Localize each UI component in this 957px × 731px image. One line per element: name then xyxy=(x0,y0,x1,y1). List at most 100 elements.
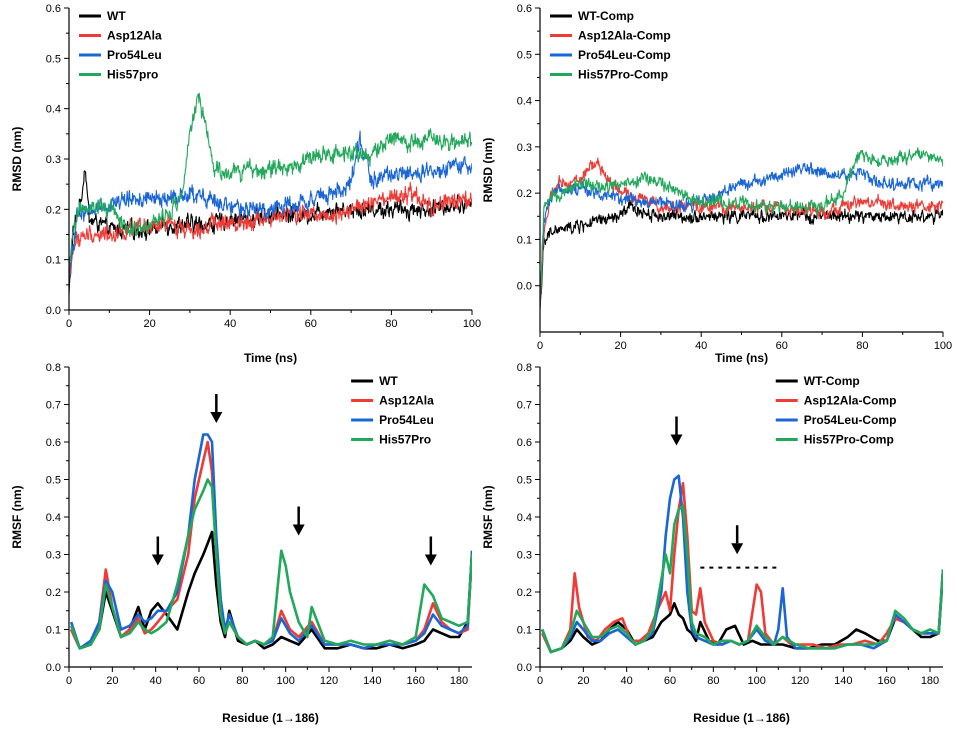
y-tick-label: 0.5 xyxy=(46,475,61,487)
y-tick-label: 0.7 xyxy=(46,400,61,412)
y-tick-label: 0.7 xyxy=(517,400,532,412)
legend-label: Asp12Ala-Comp xyxy=(578,29,671,43)
y-tick-label: 0.8 xyxy=(517,362,532,374)
x-tick-label: 60 xyxy=(776,340,788,352)
y-axis-title: RMSF (nm) xyxy=(481,485,495,548)
legend-label: Pro54Leu xyxy=(107,48,162,62)
series-group xyxy=(69,433,472,650)
series-group xyxy=(540,474,943,654)
x-tick-label: 160 xyxy=(406,675,424,687)
x-tick-label: 0 xyxy=(537,675,543,687)
x-tick-label: 20 xyxy=(106,675,118,687)
legend-label: WT-Comp xyxy=(804,374,860,388)
arrow-head xyxy=(210,412,223,423)
series-line-pro54leu xyxy=(69,433,472,650)
y-tick-label: 0.2 xyxy=(46,587,61,599)
y-tick-label: 0.6 xyxy=(46,437,61,449)
panel-rmsd-apo: 0 20 40 60 80 100 0.0 0.1 0.2 0.3 0.4 0.5 0.6 Time (n… xyxy=(10,3,481,365)
y-tick-label: 0.2 xyxy=(517,587,532,599)
x-axis-title: Residue (1→186) xyxy=(693,711,790,725)
x-tick-label: 60 xyxy=(193,675,205,687)
x-tick-label: 0 xyxy=(66,675,72,687)
x-tick-label: 0 xyxy=(66,318,72,330)
x-axis-title: Time (ns) xyxy=(715,351,768,365)
x-tick-label: 20 xyxy=(577,675,589,687)
x-tick-label: 40 xyxy=(150,675,162,687)
arrow-head xyxy=(731,543,744,555)
legend-label: WT xyxy=(107,9,126,23)
x-tick-label: 20 xyxy=(614,340,626,352)
y-axis-title: RMSD (nm) xyxy=(10,127,24,192)
panel-rmsf-apo: 0 20 40 60 80 100 120 140 160 180 0.0 0.1 0.2 0.3 0.4 0… xyxy=(10,362,472,725)
series-line-wt-comp xyxy=(540,199,943,310)
x-tick-label: 100 xyxy=(463,318,481,330)
series-line-pro54leu xyxy=(69,130,472,278)
panel-rmsd-comp: 0 20 40 60 80 100 0.0 0.1 0.2 0.3 0.4 0.5 0.6 Time (n… xyxy=(481,3,952,365)
x-tick-label: 40 xyxy=(224,318,236,330)
y-tick-label: 0.4 xyxy=(46,512,61,524)
y-tick-label: 0.6 xyxy=(46,3,61,15)
x-tick-label: 80 xyxy=(385,318,397,330)
legend-label: Pro54Leu xyxy=(379,413,434,427)
y-tick-label: 0.5 xyxy=(46,53,61,65)
y-tick-label: 0.3 xyxy=(517,550,532,562)
series-line-pro54leu-comp xyxy=(540,162,943,306)
x-tick-label: 120 xyxy=(320,675,338,687)
legend-label: Pro54Leu-Comp xyxy=(804,413,897,427)
legend-label: Asp12Ala-Comp xyxy=(804,394,897,408)
y-tick-label: 0.3 xyxy=(46,550,61,562)
y-tick-label: 0.3 xyxy=(517,142,532,154)
y-tick-label: 0.1 xyxy=(517,234,532,246)
series-line-his57pro xyxy=(69,478,472,650)
x-tick-label: 100 xyxy=(276,675,294,687)
x-tick-label: 60 xyxy=(664,675,676,687)
series-line-his57pro xyxy=(69,92,472,266)
legend-label: Asp12Ala xyxy=(107,29,162,43)
x-tick-label: 40 xyxy=(695,340,707,352)
y-tick-label: 0.2 xyxy=(517,188,532,200)
legend-label: His57Pro xyxy=(379,433,431,447)
y-tick-label: 0.2 xyxy=(46,204,61,216)
series-line-asp12ala xyxy=(69,181,472,286)
x-tick-label: 40 xyxy=(621,675,633,687)
arrow-head xyxy=(292,524,305,536)
x-axis-title: Time (ns) xyxy=(244,351,297,365)
series-line-pro54leu-comp xyxy=(540,474,943,654)
x-tick-label: 100 xyxy=(934,340,952,352)
y-tick-label: 0.8 xyxy=(46,362,61,374)
legend-label: His57Pro-Comp xyxy=(804,433,894,447)
y-tick-label: 0.4 xyxy=(46,104,61,116)
x-tick-label: 180 xyxy=(450,675,468,687)
arrow-head xyxy=(424,554,437,566)
x-tick-label: 180 xyxy=(921,675,939,687)
series-group xyxy=(69,92,472,295)
legend-label: His57pro xyxy=(107,68,158,82)
y-axis-title: RMSF (nm) xyxy=(10,485,24,548)
y-tick-label: 0.6 xyxy=(517,437,532,449)
x-tick-label: 80 xyxy=(707,675,719,687)
x-tick-label: 160 xyxy=(877,675,895,687)
x-tick-label: 120 xyxy=(791,675,809,687)
legend-label: His57Pro-Comp xyxy=(578,68,668,82)
y-tick-label: 0.5 xyxy=(517,475,532,487)
x-tick-label: 60 xyxy=(305,318,317,330)
x-tick-label: 140 xyxy=(834,675,852,687)
y-tick-label: 0.3 xyxy=(46,154,61,166)
x-tick-label: 100 xyxy=(747,675,765,687)
series-line-asp12ala xyxy=(70,440,472,650)
arrow-head xyxy=(670,434,683,446)
x-tick-label: 20 xyxy=(143,318,155,330)
y-tick-label: 0.0 xyxy=(517,662,532,674)
series-line-wt xyxy=(70,530,472,650)
x-tick-label: 140 xyxy=(363,675,381,687)
y-tick-label: 0.4 xyxy=(517,96,532,108)
series-line-his57pro-comp xyxy=(540,147,943,307)
series-line-asp12ala-comp xyxy=(541,481,943,654)
legend-label: Pro54Leu-Comp xyxy=(578,48,671,62)
legend-label: WT-Comp xyxy=(578,9,634,23)
x-tick-label: 80 xyxy=(236,675,248,687)
y-tick-label: 0.1 xyxy=(46,625,61,637)
legend-label: Asp12Ala xyxy=(379,394,434,408)
y-tick-label: 0.0 xyxy=(517,281,532,293)
